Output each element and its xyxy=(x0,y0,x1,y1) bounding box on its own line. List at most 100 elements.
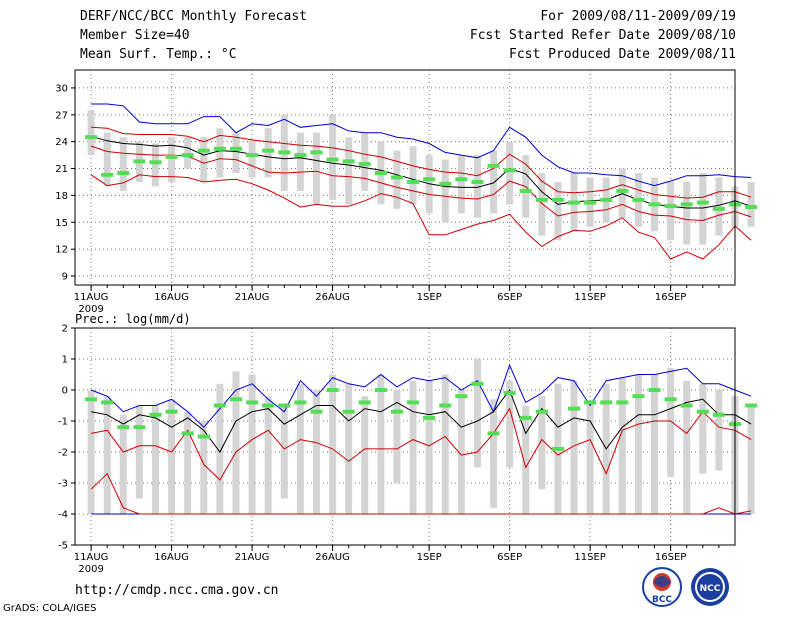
x-tick-label: 16SEP xyxy=(655,292,686,303)
median-marker xyxy=(213,403,226,408)
median-marker xyxy=(535,197,548,202)
median-marker xyxy=(423,177,436,182)
median-marker xyxy=(117,425,130,430)
y-tick-label: -3 xyxy=(58,479,68,490)
y-tick-label: 9 xyxy=(62,272,68,283)
median-marker xyxy=(342,409,355,414)
median-marker xyxy=(680,202,693,207)
median-marker xyxy=(390,409,403,414)
median-marker xyxy=(423,415,436,420)
ensemble-box xyxy=(296,383,304,514)
ensemble-box xyxy=(715,390,723,471)
variable-label: Mean Surf. Temp.: °C xyxy=(80,47,237,62)
median-marker xyxy=(551,446,564,451)
x-tick-label: 11AUG xyxy=(74,292,109,303)
ensemble-box xyxy=(329,374,337,514)
ensemble-box xyxy=(473,155,481,218)
median-marker xyxy=(262,148,275,153)
median-marker xyxy=(342,159,355,164)
ensemble-box xyxy=(747,405,755,514)
ensemble-box xyxy=(200,137,208,182)
plot-frame xyxy=(74,69,736,286)
median-marker xyxy=(133,425,146,430)
ensemble-box xyxy=(200,421,208,514)
x-tick-label: 21AUG xyxy=(235,292,270,303)
ensemble-box xyxy=(312,132,320,205)
ensemble-box xyxy=(747,181,755,227)
median-marker xyxy=(101,172,114,177)
ensemble-box xyxy=(119,137,127,191)
lower-quantile-line xyxy=(90,145,752,222)
median-marker xyxy=(278,150,291,155)
ensemble-box xyxy=(361,396,369,514)
ensemble-box xyxy=(248,139,256,178)
median-marker xyxy=(584,200,597,205)
median-marker xyxy=(229,397,242,402)
ensemble-box xyxy=(87,110,95,156)
median-marker xyxy=(519,188,532,193)
median-marker xyxy=(503,391,516,396)
median-marker xyxy=(616,188,629,193)
median-marker xyxy=(358,400,371,405)
median-marker xyxy=(745,403,758,408)
median-marker xyxy=(165,409,178,414)
ensemble-box xyxy=(473,359,481,468)
x-tick-label: 21AUG xyxy=(235,552,270,563)
y-tick-label: 21 xyxy=(55,164,68,175)
max-line xyxy=(90,363,752,428)
median-marker xyxy=(117,171,130,176)
ensemble-box xyxy=(184,137,192,169)
ensemble-box xyxy=(490,399,498,508)
min-line xyxy=(90,174,752,260)
x-tick-label: 16SEP xyxy=(655,552,686,563)
median-marker xyxy=(487,163,500,168)
median-marker xyxy=(181,431,194,436)
median-marker xyxy=(278,403,291,408)
ensemble-box xyxy=(248,374,256,514)
x-tick-label: 26AUG xyxy=(315,552,350,563)
median-marker xyxy=(696,409,709,414)
forecast-produced-date: Fcst Produced Date 2009/08/11 xyxy=(509,47,736,62)
ensemble-box xyxy=(651,374,659,514)
median-marker xyxy=(455,394,468,399)
source-url[interactable]: http://cmdp.ncc.cma.gov.cn xyxy=(75,583,279,598)
ncc-logo: NCC xyxy=(691,568,729,606)
median-marker xyxy=(439,181,452,186)
ensemble-box xyxy=(296,132,304,191)
ensemble-box xyxy=(393,390,401,483)
median-marker xyxy=(310,150,323,155)
ensemble-box xyxy=(667,181,675,241)
x-year-label: 2009 xyxy=(78,564,103,575)
median-marker xyxy=(326,157,339,162)
ensemble-box xyxy=(699,383,707,474)
median-marker xyxy=(745,205,758,210)
median-marker xyxy=(326,388,339,392)
ensemble-box xyxy=(457,390,465,514)
ensemble-box xyxy=(715,177,723,236)
ensemble-box xyxy=(506,380,514,468)
median-marker xyxy=(390,175,403,180)
y-tick-label: 15 xyxy=(55,218,68,229)
median-marker xyxy=(310,409,323,414)
ensemble-box xyxy=(119,414,127,514)
median-marker xyxy=(374,388,387,392)
forecast-period: For 2009/08/11-2009/09/19 xyxy=(540,9,736,24)
lower-quantile-line xyxy=(90,472,752,515)
x-tick-label: 1SEP xyxy=(417,292,442,303)
y-tick-label: 30 xyxy=(55,83,68,94)
median-marker xyxy=(149,160,162,165)
x-tick-label: 26AUG xyxy=(315,292,350,303)
median-marker xyxy=(246,153,259,158)
y-tick-label: 1 xyxy=(62,355,68,366)
ensemble-box xyxy=(264,396,272,514)
median-marker xyxy=(181,153,194,158)
median-marker xyxy=(455,177,468,182)
ensemble-box xyxy=(216,128,224,178)
ensemble-box xyxy=(441,374,449,514)
x-year-label: 2009 xyxy=(78,304,103,315)
ensemble-box xyxy=(312,390,320,514)
ensemble-box xyxy=(409,146,417,205)
median-marker xyxy=(294,400,307,405)
x-tick-label: 1SEP xyxy=(417,552,442,563)
median-marker xyxy=(584,400,597,405)
